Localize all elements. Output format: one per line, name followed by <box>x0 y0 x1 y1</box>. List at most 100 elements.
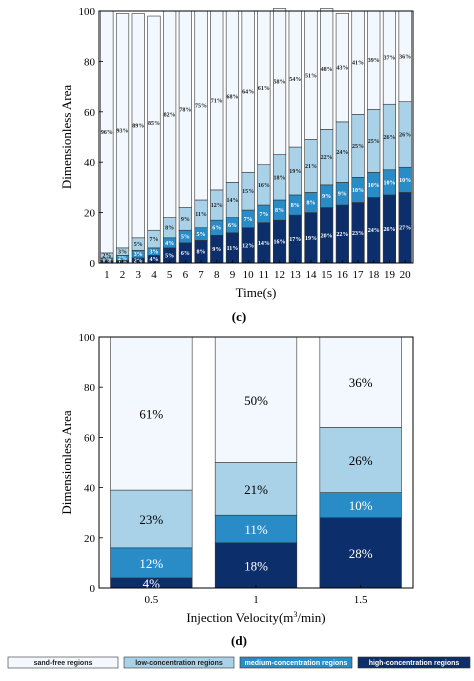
data-label: 19% <box>305 236 317 242</box>
bar-segment <box>110 547 193 579</box>
x-tick-label: 6 <box>183 269 189 281</box>
data-label: 5% <box>197 232 206 238</box>
data-label: 24% <box>368 228 380 234</box>
panel-label-c: (c) <box>232 309 246 324</box>
x-tick-label: 5 <box>167 269 173 281</box>
data-label: 7% <box>244 217 253 223</box>
bar-segment <box>335 13 349 123</box>
data-label: 5% <box>165 253 174 259</box>
data-label: 11% <box>195 212 207 218</box>
x-tick-label: 7 <box>198 269 204 281</box>
data-label: 28% <box>349 546 373 561</box>
x-tick-label: 18 <box>368 269 380 281</box>
bar-segment <box>131 13 145 239</box>
x-tick-label: 11 <box>259 269 270 281</box>
x-tick-label: 10 <box>243 269 255 281</box>
data-label: 9% <box>322 194 331 200</box>
data-label: 8% <box>306 201 315 207</box>
data-label: 24% <box>336 150 348 156</box>
bar-segment <box>115 13 130 249</box>
data-label: 43% <box>336 66 348 72</box>
x-axis-label: Time(s) <box>236 285 277 300</box>
y-tick-label: 60 <box>84 432 96 444</box>
bar-segment <box>214 514 298 544</box>
data-label: 36% <box>399 54 411 60</box>
data-label: 11% <box>227 246 239 252</box>
data-label: 26% <box>349 453 373 468</box>
data-label: 15% <box>242 189 254 195</box>
legend-swatch <box>357 656 471 669</box>
data-label: 11% <box>244 522 268 537</box>
bar-segment <box>214 542 298 589</box>
y-axis-label: Dimensionless Area <box>59 410 74 515</box>
x-tick-label: 1 <box>253 594 259 606</box>
data-label: 4% <box>143 576 161 591</box>
data-label: 10% <box>349 498 373 513</box>
data-label: 61% <box>139 407 163 422</box>
bar-segment <box>319 492 402 519</box>
bar-segment <box>319 517 402 589</box>
data-label: 54% <box>289 77 301 83</box>
bar-segment <box>319 427 402 493</box>
y-tick-label: 80 <box>84 56 96 68</box>
data-label: 10% <box>399 178 411 184</box>
x-tick-label: 14 <box>305 269 317 281</box>
bar-segment <box>110 489 193 549</box>
y-tick-label: 80 <box>84 382 96 394</box>
data-label: 89% <box>132 124 144 130</box>
data-label: 26% <box>383 227 395 233</box>
data-label: 26% <box>399 132 411 138</box>
data-label: 22% <box>336 232 348 238</box>
data-label: 18% <box>244 558 268 573</box>
data-label: 50% <box>244 393 268 408</box>
x-tick-label: 4 <box>151 269 157 281</box>
data-label: 6% <box>228 223 237 229</box>
data-label: 85% <box>148 121 160 127</box>
data-label: 41% <box>352 61 364 67</box>
data-label: 7% <box>149 237 158 243</box>
data-label: 61% <box>258 86 270 92</box>
chart-c: 1%1%2%96%11%2%3%93%22%3%5%89%34%3%7%85%4… <box>59 6 414 300</box>
x-tick-label: 3 <box>136 269 142 281</box>
y-tick-label: 40 <box>84 157 96 169</box>
data-label: 14% <box>226 198 238 204</box>
x-tick-label: 19 <box>384 269 396 281</box>
data-label: 9% <box>338 192 347 198</box>
data-label: 5% <box>181 235 190 241</box>
bar-segment <box>319 336 402 428</box>
data-label: 8% <box>275 208 284 214</box>
bar-segment <box>272 8 287 155</box>
x-tick-label: 13 <box>290 269 302 281</box>
legend-item: low-concentration regions <box>135 660 223 667</box>
data-label: 82% <box>164 112 176 118</box>
data-label: 96% <box>101 130 113 136</box>
x-tick-label: 1.5 <box>354 594 368 606</box>
bar-segment <box>320 8 334 130</box>
x-tick-label: 2 <box>120 269 126 281</box>
data-label: 12% <box>242 243 254 249</box>
plot-frame <box>98 10 414 264</box>
data-label: 3% <box>134 252 143 258</box>
data-label: 37% <box>383 56 395 62</box>
data-label: 21% <box>244 482 268 497</box>
data-label: 4% <box>165 241 174 247</box>
data-label: 9% <box>212 247 221 253</box>
legend-item: sand-free regions <box>34 660 93 667</box>
data-label: 27% <box>399 226 411 232</box>
data-label: 23% <box>139 512 163 527</box>
y-tick-label: 0 <box>90 258 96 270</box>
data-label: 10% <box>383 180 395 186</box>
x-tick-label: 15 <box>321 269 333 281</box>
chart-d: 4% 12% 23% 61% 0.5 18% 11% 21% 50% 1 28% 10% 26% 36% 1… <box>59 332 414 625</box>
x-tick-label: 16 <box>337 269 349 281</box>
plot-frame <box>98 336 414 589</box>
x-tick-label: 9 <box>230 269 236 281</box>
bar-segment <box>147 15 161 231</box>
y-tick-label: 0 <box>90 583 96 595</box>
legend-swatch <box>123 656 235 669</box>
data-label: 18% <box>274 175 286 181</box>
data-label: 23% <box>352 231 364 237</box>
x-tick-label: 0.5 <box>144 594 158 606</box>
data-label: 78% <box>179 107 191 113</box>
data-label: 8% <box>291 203 300 209</box>
